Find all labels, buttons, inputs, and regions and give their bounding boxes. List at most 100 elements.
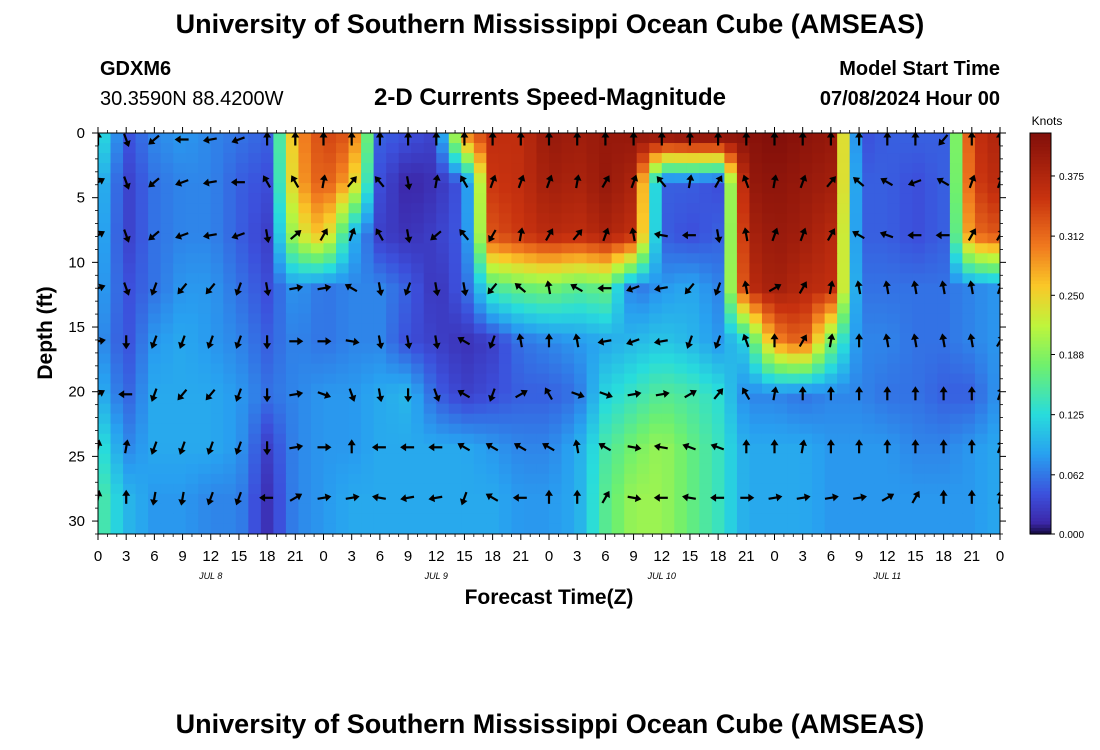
heatmap-cell — [260, 273, 274, 284]
heatmap-cell — [448, 353, 462, 365]
heatmap-cell — [486, 163, 500, 174]
heatmap-cell — [160, 373, 174, 385]
heatmap-cell — [586, 473, 600, 485]
heatmap-cell — [398, 173, 412, 184]
heatmap-cell — [148, 363, 162, 375]
colorbar-swatch — [1030, 176, 1051, 181]
heatmap-cell — [924, 293, 938, 305]
heatmap-cell — [160, 163, 174, 174]
heatmap-cell — [974, 463, 989, 475]
heatmap-cell — [248, 253, 262, 264]
heatmap-cell — [624, 253, 638, 264]
heatmap-cell — [373, 463, 387, 475]
colorbar-swatch — [1030, 229, 1051, 234]
heatmap-cell — [148, 233, 162, 244]
current-arrow — [907, 179, 922, 187]
heatmap-cell — [135, 173, 149, 184]
heatmap-cell — [949, 363, 964, 375]
current-arrow — [148, 230, 160, 241]
heatmap-cell — [110, 513, 124, 525]
heatmap-cell — [661, 393, 675, 405]
heatmap-cell — [887, 453, 901, 465]
heatmap-cell — [110, 213, 124, 224]
heatmap-cell — [310, 403, 325, 415]
current-arrow — [911, 439, 920, 454]
heatmap-cell — [273, 203, 287, 214]
heatmap-cell — [624, 213, 638, 224]
heatmap-cell — [98, 253, 112, 264]
heatmap-cell — [874, 523, 888, 534]
heatmap-cell — [611, 403, 625, 415]
heatmap-cell — [260, 493, 274, 505]
heatmap-cell — [674, 373, 688, 385]
heatmap-cell — [636, 303, 650, 315]
current-arrow — [205, 388, 216, 401]
heatmap-cell — [235, 213, 249, 224]
heatmap-cell — [198, 313, 212, 325]
current-arrow — [149, 335, 158, 349]
heatmap-cell — [824, 493, 838, 505]
heatmap-cell — [674, 413, 688, 425]
heatmap-cell — [899, 153, 913, 164]
heatmap-cell — [949, 173, 964, 184]
heatmap-cell — [787, 353, 801, 365]
current-arrow — [542, 442, 555, 452]
heatmap-cell — [862, 283, 876, 295]
colorbar-swatch — [1030, 320, 1051, 325]
heatmap-cells — [98, 133, 1000, 534]
current-arrow — [149, 388, 158, 402]
heatmap-cell — [235, 163, 249, 174]
heatmap-cell — [448, 233, 462, 244]
heatmap-cell — [962, 453, 976, 465]
heatmap-cell — [511, 243, 525, 254]
heatmap-cell — [511, 413, 525, 425]
heatmap-cell — [674, 323, 688, 335]
heatmap-cell — [223, 503, 237, 515]
heatmap-cell — [761, 233, 776, 244]
day-label: JUL 9 — [424, 571, 448, 581]
heatmap-cell — [636, 253, 650, 264]
heatmap-cell — [874, 143, 888, 154]
heatmap-cell — [561, 303, 575, 315]
heatmap-cell — [536, 173, 550, 184]
heatmap-cell — [599, 483, 613, 495]
heatmap-cell — [912, 193, 926, 204]
heatmap-cell — [486, 253, 500, 264]
heatmap-cell — [549, 493, 563, 505]
colorbar-swatch — [1030, 477, 1051, 482]
heatmap-cell — [686, 483, 700, 495]
heatmap-cell — [123, 343, 137, 355]
current-arrow — [515, 389, 528, 399]
heatmap-cell — [361, 413, 375, 425]
heatmap-cell — [574, 503, 588, 515]
heatmap-cell — [812, 133, 826, 144]
heatmap-cell — [624, 413, 638, 425]
heatmap-cell — [123, 463, 137, 475]
heatmap-cell — [185, 373, 199, 385]
heatmap-cell — [148, 253, 162, 264]
heatmap-cell — [248, 223, 262, 234]
current-arrow — [457, 442, 471, 452]
current-arrow — [98, 337, 106, 345]
heatmap-cell — [937, 373, 951, 385]
heatmap-cell — [724, 513, 738, 525]
heatmap-cell — [812, 383, 826, 395]
current-arrow — [714, 133, 723, 146]
heatmap-cell — [624, 383, 638, 395]
heatmap-cell — [498, 253, 513, 264]
heatmap-cell — [185, 213, 199, 224]
heatmap-cell — [361, 173, 375, 184]
current-arrow — [175, 232, 189, 240]
heatmap-cell — [924, 213, 938, 224]
heatmap-cell — [711, 203, 725, 214]
heatmap-cell — [148, 463, 162, 475]
heatmap-cell — [862, 233, 876, 244]
heatmap-cell — [736, 263, 751, 274]
heatmap-cell — [123, 353, 137, 365]
heatmap-cell — [699, 133, 713, 144]
heatmap-cell — [486, 313, 500, 325]
colorbar-swatch — [1030, 280, 1051, 284]
heatmap-cell — [837, 263, 851, 274]
heatmap-cell — [724, 503, 738, 515]
heatmap-cell — [686, 413, 700, 425]
